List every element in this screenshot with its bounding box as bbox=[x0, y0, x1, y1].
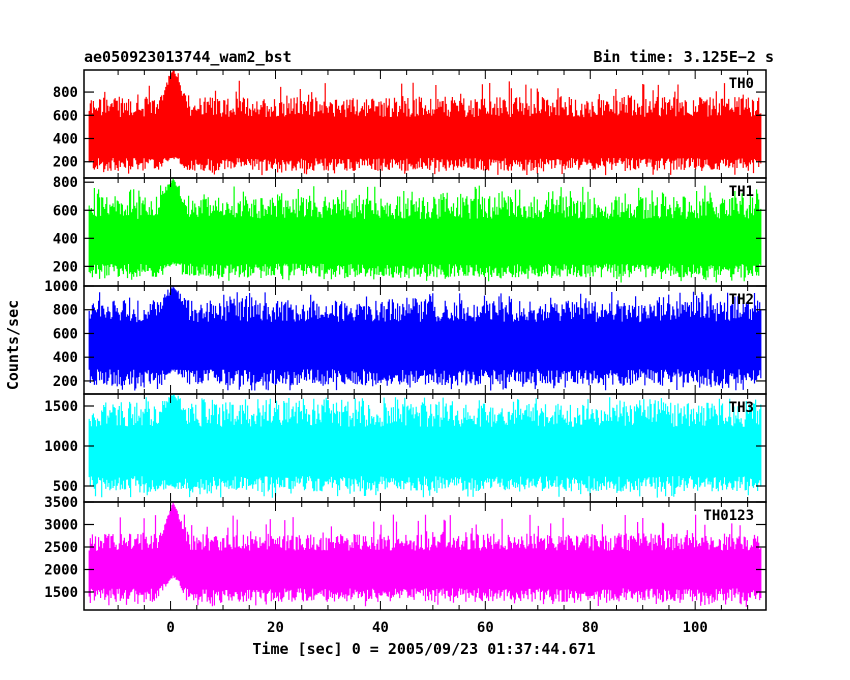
panels-layer: 200400600800TH0200400600800TH12004006008… bbox=[44, 69, 767, 636]
y-tick-label: 1000 bbox=[44, 439, 78, 455]
chart-title-right: Bin time: 3.125E−2 s bbox=[593, 48, 774, 66]
y-tick-label: 3500 bbox=[44, 495, 78, 511]
y-tick-label: 1500 bbox=[44, 399, 78, 415]
panel-label: TH1 bbox=[729, 184, 754, 200]
y-tick-label: 800 bbox=[53, 175, 78, 191]
y-tick-label: 200 bbox=[53, 374, 78, 390]
y-axis-label: Counts/sec bbox=[4, 300, 22, 390]
panel-label: TH2 bbox=[729, 292, 754, 308]
series-trace-th0 bbox=[88, 70, 762, 176]
y-tick-label: 600 bbox=[53, 326, 78, 342]
x-tick-label: 20 bbox=[267, 620, 284, 636]
series-trace-th3 bbox=[88, 394, 762, 498]
panel-th0: 200 400 600 800 TH0 bbox=[53, 69, 767, 179]
x-axis-label: Time [sec] 0 = 2005/09/23 01:37:44.671 bbox=[252, 640, 595, 658]
y-tick-label: 600 bbox=[53, 203, 78, 219]
y-tick-label: 3000 bbox=[44, 518, 78, 534]
panel-th0123: 1500 2000 2500 3000 3500 TH0123 bbox=[44, 495, 767, 611]
y-tick-label: 400 bbox=[53, 350, 78, 366]
x-tick-label: 0 bbox=[166, 620, 174, 636]
y-tick-label: 200 bbox=[53, 155, 78, 171]
chart-title-left: ae050923013744_wam2_bst bbox=[84, 48, 292, 66]
x-tick-label: 100 bbox=[683, 620, 708, 636]
y-tick-label: 400 bbox=[53, 132, 78, 148]
panel-label: TH0123 bbox=[703, 508, 754, 524]
y-tick-label: 2500 bbox=[44, 540, 78, 556]
x-tick-label: 80 bbox=[582, 620, 599, 636]
y-tick-label: 2000 bbox=[44, 563, 78, 579]
panel-th3: 500 1000 1500 TH3 bbox=[44, 393, 767, 503]
y-tick-label: 800 bbox=[53, 303, 78, 319]
panel-th1: 200 400 600 800 TH1 bbox=[53, 175, 767, 287]
x-tick-label: 40 bbox=[372, 620, 389, 636]
panel-th2: 200 400 600 800 1000 TH2 bbox=[44, 279, 767, 395]
y-tick-label: 800 bbox=[53, 85, 78, 101]
y-tick-label: 600 bbox=[53, 108, 78, 124]
y-tick-label: 200 bbox=[53, 259, 78, 275]
panel-frame bbox=[83, 501, 767, 611]
series-trace-th0123 bbox=[88, 502, 762, 607]
y-tick-label: 500 bbox=[53, 479, 78, 495]
y-tick-label: 1500 bbox=[44, 585, 78, 601]
panel-label: TH3 bbox=[729, 400, 754, 416]
x-tick-label: 60 bbox=[477, 620, 494, 636]
y-tick-label: 1000 bbox=[44, 279, 78, 295]
panel-label: TH0 bbox=[729, 76, 754, 92]
series-trace-th2 bbox=[88, 286, 762, 391]
series-trace-th1 bbox=[88, 178, 762, 283]
y-tick-label: 400 bbox=[53, 231, 78, 247]
